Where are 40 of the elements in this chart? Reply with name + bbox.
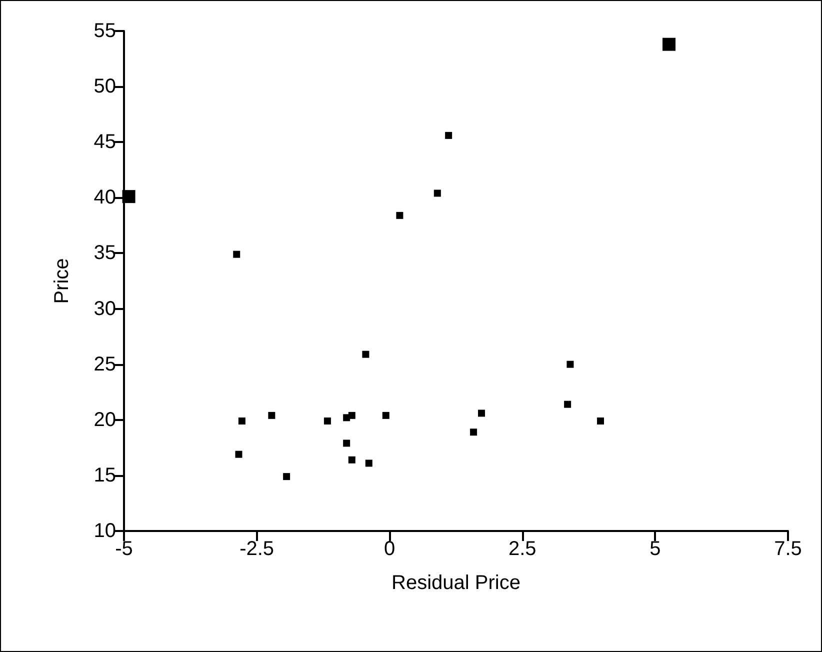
- x-tick-label: -2.5: [240, 538, 274, 560]
- x-axis-title: Residual Price: [392, 572, 520, 594]
- point: [382, 412, 390, 419]
- point: [478, 410, 485, 417]
- point: [470, 428, 478, 436]
- y-tick-label: 40: [94, 186, 116, 209]
- point: [564, 400, 572, 408]
- point: [324, 418, 331, 424]
- y-tick-label: 20: [94, 408, 116, 431]
- point: [122, 190, 136, 204]
- point: [596, 418, 604, 424]
- y-tick-label: 50: [94, 76, 116, 98]
- point: [445, 132, 452, 139]
- point: [348, 412, 356, 419]
- x-tick-label: -5: [115, 538, 133, 560]
- y-tick-label: 45: [94, 131, 116, 154]
- point: [566, 360, 574, 368]
- point: [662, 38, 676, 51]
- point: [238, 418, 246, 424]
- y-axis-title: Price: [51, 258, 73, 304]
- point: [396, 212, 404, 219]
- x-tick-label: 2.5: [508, 538, 536, 560]
- point: [235, 450, 242, 458]
- point: [348, 456, 356, 464]
- point: [365, 460, 372, 467]
- x-tick-label: 5: [650, 538, 661, 560]
- y-tick-label: 35: [94, 242, 116, 264]
- point: [362, 350, 370, 358]
- x-tick-label: 0: [384, 538, 396, 560]
- y-tick-label: 25: [94, 353, 116, 376]
- point: [233, 250, 240, 258]
- y-tick-label: 55: [94, 20, 116, 42]
- y-tick-label: 10: [94, 520, 116, 542]
- point: [283, 473, 290, 480]
- x-tick-label: 7.5: [774, 538, 802, 560]
- y-tick-label: 30: [94, 298, 116, 320]
- point: [434, 190, 441, 197]
- point: [268, 412, 276, 419]
- y-tick-label: 15: [94, 464, 116, 486]
- point: [343, 440, 350, 447]
